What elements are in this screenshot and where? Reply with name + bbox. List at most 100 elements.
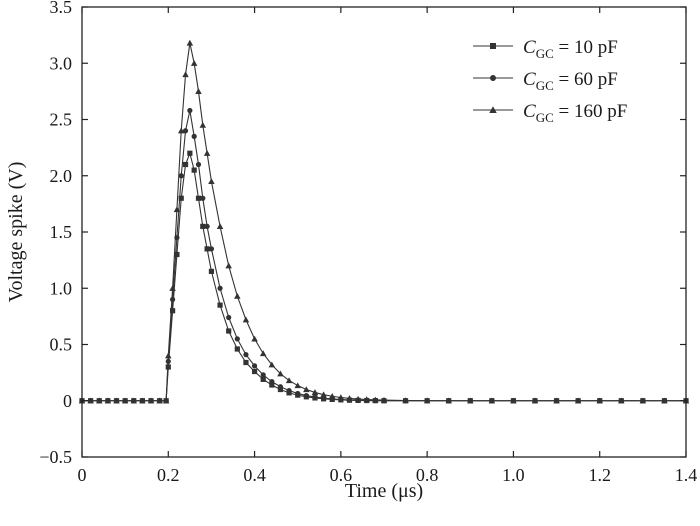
triangle-marker [113, 397, 120, 404]
triangle-marker [208, 178, 215, 184]
circle-marker [191, 133, 197, 139]
triangle-marker [618, 397, 625, 404]
triangle-marker [639, 397, 647, 404]
triangle-marker [216, 223, 224, 229]
triangle-marker [147, 397, 155, 404]
x-tick-label: 1.0 [502, 465, 525, 485]
square-marker [277, 386, 284, 393]
y-tick-label: 3.5 [50, 0, 73, 17]
triangle-marker [328, 393, 336, 399]
triangle-marker [259, 350, 267, 357]
triangle-marker [294, 382, 301, 389]
legend-value: = 160 pF [554, 101, 628, 122]
x-tick-label: 0.2 [157, 465, 180, 485]
triangle-marker [488, 397, 496, 404]
triangle-marker [303, 386, 310, 393]
triangle-marker [121, 397, 129, 404]
square-marker [178, 195, 184, 201]
circle-marker [182, 128, 189, 134]
legend-label: CGC = 60 pF [523, 69, 618, 93]
square-marker [251, 368, 258, 375]
y-tick-label: 1.0 [50, 278, 73, 298]
triangle-marker [186, 39, 194, 46]
triangle-marker [96, 397, 103, 404]
triangle-marker [87, 397, 94, 404]
triangle-marker [165, 352, 172, 359]
triangle-marker [423, 397, 431, 404]
triangle-marker [268, 361, 276, 368]
circle-marker [195, 161, 202, 168]
legend-symbol: C [523, 69, 536, 90]
triangle-marker [130, 397, 138, 404]
circle-marker [204, 223, 210, 229]
circle-marker [243, 352, 249, 358]
circle-marker [187, 107, 193, 114]
triangle-marker [574, 397, 582, 404]
circle-marker [269, 379, 275, 385]
square-marker [195, 195, 202, 201]
y-axis-label: Voltage spike (V) [5, 162, 27, 303]
triangle-marker [190, 60, 198, 66]
y-tick-label: 0 [63, 391, 72, 411]
x-tick-label: 0.4 [243, 465, 266, 485]
tick-labels: 0 0.2 0.4 0.6 0.8 1.0 1.2 1.4 −0.5 0 0.5 1.0 1.5 2.0 2… [39, 0, 697, 485]
triangle-marker [380, 396, 388, 403]
triangle-marker [285, 377, 293, 384]
square-marker [174, 251, 180, 258]
triangle-marker [203, 150, 211, 156]
circle-marker [312, 394, 318, 400]
legend-subscript: GC [536, 78, 554, 93]
circle-marker [208, 246, 215, 252]
triangle-marker [363, 396, 370, 403]
square-marker [182, 161, 189, 168]
square-marker [226, 328, 232, 334]
x-tick-label: 0.6 [330, 465, 353, 485]
y-tick-label: −0.5 [39, 447, 72, 467]
circle-marker [490, 75, 496, 81]
square-marker [269, 382, 275, 388]
circle-marker [277, 384, 284, 390]
triangle-marker [337, 394, 345, 401]
square-marker [170, 308, 176, 314]
y-tick-label: 1.5 [50, 222, 73, 242]
legend-label: CGC = 160 pF [523, 101, 627, 125]
triangle-marker [169, 285, 176, 291]
series-line [82, 151, 686, 402]
triangle-marker [346, 395, 353, 401]
triangle-marker [311, 389, 319, 396]
triangle-marker [596, 397, 603, 404]
triangle-marker [531, 397, 539, 404]
legend-item: CGC = 10 pF [473, 37, 618, 61]
square-marker [191, 167, 197, 173]
x-tick-label: 1.2 [588, 465, 611, 485]
legend-value: = 60 pF [554, 69, 618, 90]
square-marker [243, 359, 249, 366]
square-marker [217, 302, 223, 308]
square-marker [187, 150, 193, 156]
series-circle [79, 107, 689, 404]
circle-marker [200, 195, 206, 201]
circle-marker [170, 296, 176, 303]
square-marker [204, 246, 210, 252]
circle-marker [251, 363, 258, 369]
x-tick-label: 0.8 [416, 465, 439, 485]
legend-item: CGC = 60 pF [473, 69, 618, 93]
triangle-marker [372, 396, 379, 403]
x-tick-label: 0 [78, 465, 87, 485]
series-line [82, 110, 686, 402]
plot-series [78, 39, 690, 404]
y-tick-label: 2.5 [50, 110, 73, 130]
triangle-marker [661, 397, 668, 404]
circle-marker [303, 392, 309, 399]
square-marker [208, 268, 215, 274]
triangle-marker [242, 316, 250, 323]
square-marker [490, 43, 496, 49]
triangle-marker [156, 397, 163, 404]
triangle-marker [234, 292, 241, 299]
circle-marker [234, 336, 240, 342]
circle-marker [295, 390, 301, 397]
y-tick-label: 3.0 [50, 53, 73, 73]
legend-label: CGC = 10 pF [523, 37, 618, 61]
